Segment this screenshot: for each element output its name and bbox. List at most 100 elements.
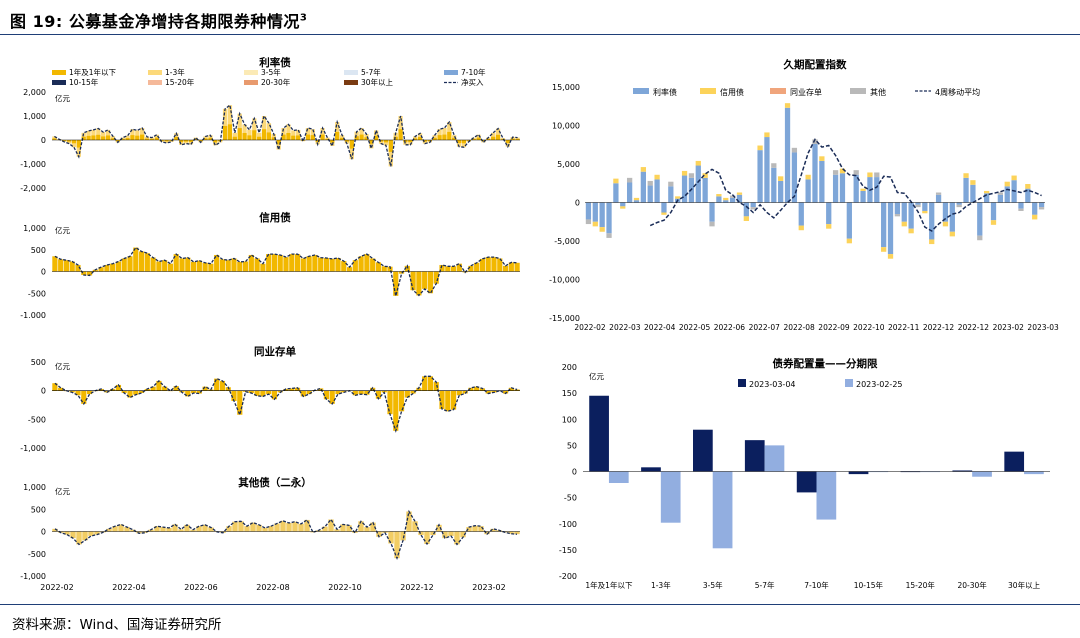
bar [193,137,198,140]
bar-cap [771,163,777,168]
bar-1y-segment [364,137,369,140]
bar [76,140,81,157]
bar [202,262,208,272]
bar-cap [654,174,660,180]
bar-1y-segment [237,128,242,140]
source-rule [0,604,1080,605]
bar-1y-segment [378,140,384,142]
bar [260,390,266,397]
legend-swatch [738,379,746,387]
chart-title: 信用债 [259,211,291,224]
bar [709,202,715,222]
bar [462,390,468,394]
bar-1y-segment [510,138,515,140]
bar [150,386,156,391]
y-tick-label: 1,000 [23,224,46,233]
bar [445,266,451,272]
bar-cap [881,247,887,252]
bar-1y-segment [305,134,311,140]
bar [52,528,58,532]
bar [115,140,120,143]
bar [816,471,837,520]
bar [144,253,150,272]
bar [439,390,445,410]
y-tick-label: 0 [572,468,577,477]
bar [198,140,203,143]
bar [388,140,393,167]
bar [310,129,315,140]
bar [456,263,462,272]
bar [358,521,364,532]
bar [681,175,688,203]
bar-1y-segment [71,140,77,144]
bar-1y-segment [296,135,301,140]
bar-1y-segment [130,135,135,140]
chart-title: 利率债 [259,56,291,69]
bar [412,521,418,532]
bar [736,194,743,203]
x-tick-label: 2022-12 [958,323,990,332]
bar [729,197,736,203]
x-tick-label: 2023-02 [472,583,505,592]
bar-cap [716,194,722,197]
bar-1y-segment [500,139,506,140]
bar [491,257,497,272]
bar [716,196,722,203]
bar [225,387,231,391]
y-tick-label: -200 [559,572,577,581]
bar [514,531,520,535]
bar [422,376,428,391]
legend-label: 2023-03-04 [749,380,796,389]
bar-1y-segment [359,134,364,140]
bar-1y-segment [437,135,442,140]
legend-label: 利率债 [653,87,677,97]
bar [63,260,70,272]
bar-1y-segment [408,140,413,143]
bar [148,529,154,532]
bar [133,247,139,272]
bar-cap [949,231,955,237]
bar [442,128,447,140]
bar-cap [606,233,612,238]
chart-title: 其他债（二永） [238,476,312,489]
bar [289,388,295,391]
bar [81,390,87,404]
y-tick-label: 0 [41,136,46,145]
chart-title: 同业存单 [254,345,296,358]
bar-cap [791,147,798,153]
bar-cap [647,180,653,186]
bar [323,390,330,400]
bar [281,128,286,140]
chart-title: 久期配置指数 [783,58,847,71]
bar [510,137,515,140]
bar [508,262,514,272]
y-tick-label: 0 [41,528,46,537]
bar [127,256,133,272]
bar-cap [915,204,921,208]
bar [599,202,605,228]
bar-1y-segment [286,132,291,140]
bar [456,140,462,147]
bar [231,390,237,401]
bar [442,531,448,539]
bar [202,386,208,391]
bar [352,390,358,396]
x-tick-label: 2022-05 [679,323,711,332]
x-tick-label: 2022-06 [714,323,746,332]
bar-cap [997,192,1004,195]
bar [271,390,278,400]
x-tick-label: 2023-03 [1027,323,1059,332]
bar-1y-segment [149,138,155,140]
legend-swatch [344,80,358,85]
y-tick-label: 1,000 [23,112,46,121]
bar [383,140,389,146]
bar-1y-segment [276,140,281,145]
bar [242,124,247,140]
bar [286,523,292,532]
bar [398,116,403,140]
bar-cap [1025,184,1031,189]
bar [310,531,316,533]
bar [654,179,660,203]
bar [94,531,100,535]
bar [144,136,150,140]
